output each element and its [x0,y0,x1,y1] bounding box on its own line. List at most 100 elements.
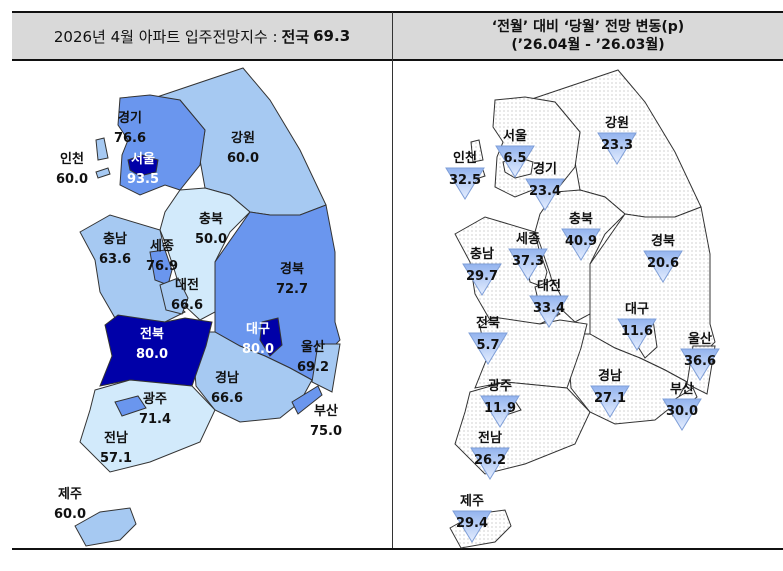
region-label-jeonbuk: 전북 [140,326,164,342]
decrease-triangle-icon [561,228,601,261]
region-label-gyeonggi: 경기 [533,161,557,177]
region-change-daejeon: 33.4 [533,301,565,316]
region-value-daegu: 80.0 [242,342,274,357]
region-change-sejong: 37.3 [512,254,544,269]
region-change-gyeongbuk: 20.6 [647,256,679,271]
region-label-seoul: 서울 [131,151,155,167]
table-bottom-border [12,548,783,550]
region-value-jeonbuk: 80.0 [136,347,168,362]
region-chungnam [79,214,186,323]
decrease-triangle-icon [590,385,630,418]
region-change-gyeongnam: 27.1 [594,391,626,406]
right-header-line2: (’26.04월 - ’26.03월) [511,37,665,53]
decrease-triangle-icon [525,178,565,211]
region-daegu [259,317,283,357]
region-label-chungbuk: 충북 [199,211,223,227]
decrease-triangle-icon [480,395,520,428]
region-label-sejong: 세종 [150,239,174,254]
region-label-gwangju: 광주 [143,392,167,407]
right-header-line1: ‘전월’ 대비 ‘당월’ 전망 변동(p) [491,19,685,35]
region-incheon [95,137,111,179]
national-label: 전국 [281,27,310,46]
left-header: 2026년 4월 아파트 입주전망지수 : 전국 69.3 [12,13,392,59]
right-header: ‘전월’ 대비 ‘당월’ 전망 변동(p) (’26.04월 - ’26.03월… [393,13,783,59]
region-label-busan: 부산 [314,403,338,419]
region-change-gwangju: 11.9 [484,401,516,416]
region-change-incheon: 32.5 [449,173,481,188]
region-change-jeonbuk: 5.7 [476,338,499,353]
region-label-daegu: 대구 [625,302,649,317]
region-value-gyeongbuk: 72.7 [276,282,308,297]
region-value-jeju: 60.0 [54,507,86,522]
region-change-jeju: 29.4 [456,516,488,531]
region-label-chungnam: 충남 [470,246,494,262]
region-change-chungnam: 29.7 [466,269,498,284]
region-label-chungnam: 충남 [103,231,127,247]
header-divider [12,59,783,61]
region-label-seoul: 서울 [503,128,527,144]
region-value-incheon: 60.0 [56,172,88,187]
region-label-gangwon: 강원 [605,115,629,131]
region-gwangju [114,395,147,417]
region-label-jeju: 제주 [460,494,484,509]
region-change-seoul: 6.5 [503,151,526,166]
decrease-triangle-icon [445,167,485,200]
region-value-daejeon: 66.6 [171,298,203,313]
region-value-gyeongnam: 66.6 [211,391,243,406]
region-label-jeonbuk: 전북 [476,315,500,331]
national-value: 69.3 [313,27,351,45]
region-value-gwangju: 71.4 [139,412,171,427]
region-label-daegu: 대구 [246,322,270,337]
region-label-sejong: 세종 [516,232,540,247]
region-change-jeonnam: 26.2 [474,453,506,468]
decrease-triangle-icon [643,250,683,283]
region-label-gyeongnam: 경남 [598,368,622,384]
decrease-triangle-icon [462,263,502,296]
region-value-sejong: 76.9 [146,259,178,274]
region-label-daejeon: 대전 [175,277,199,293]
region-label-gwangju: 광주 [488,379,512,394]
region-value-gyeonggi: 76.6 [114,131,146,146]
region-label-jeonnam: 전남 [478,430,502,446]
region-label-gangwon: 강원 [231,130,255,146]
region-label-daejeon: 대전 [537,278,561,294]
region-change-chungbuk: 40.9 [565,234,597,249]
decrease-triangle-icon [452,510,492,543]
region-ulsan [311,343,341,393]
region-label-ulsan: 울산 [688,331,712,347]
region-daejeon [159,277,189,315]
decrease-triangle-icon [470,447,510,480]
region-jeonnam [79,379,216,473]
region-label-gyeongbuk: 경북 [651,233,675,249]
decrease-triangle-icon [680,348,720,381]
region-change-gyeonggi: 23.4 [529,184,561,199]
region-label-gyeongbuk: 경북 [280,261,304,277]
region-jeju [74,507,137,547]
region-label-jeonnam: 전남 [104,430,128,446]
decrease-triangle-icon [495,145,535,178]
region-change-ulsan: 36.6 [684,354,716,369]
region-label-jeju: 제주 [58,487,82,502]
decrease-triangle-icon [468,332,508,365]
region-change-daegu: 11.6 [621,324,653,339]
region-label-gyeonggi: 경기 [118,110,142,126]
decrease-triangle-icon [597,132,637,165]
region-label-incheon: 인천 [453,150,477,166]
region-busan [291,385,323,415]
table-top-border [12,11,783,13]
region-label-gyeongnam: 경남 [215,370,239,386]
region-value-busan: 75.0 [310,424,342,439]
region-change-busan: 30.0 [666,404,698,419]
region-value-seoul: 93.5 [127,172,159,187]
region-value-chungnam: 63.6 [99,252,131,267]
region-label-incheon: 인천 [60,151,84,167]
decrease-triangle-icon [617,318,657,351]
region-value-jeonnam: 57.1 [100,451,132,466]
region-value-gangwon: 60.0 [227,151,259,166]
region-value-chungbuk: 50.0 [195,232,227,247]
region-label-ulsan: 울산 [301,339,325,355]
region-jeonbuk [99,314,213,387]
decrease-triangle-icon [662,398,702,431]
decrease-triangle-icon [508,248,548,281]
region-seoul [127,154,159,177]
